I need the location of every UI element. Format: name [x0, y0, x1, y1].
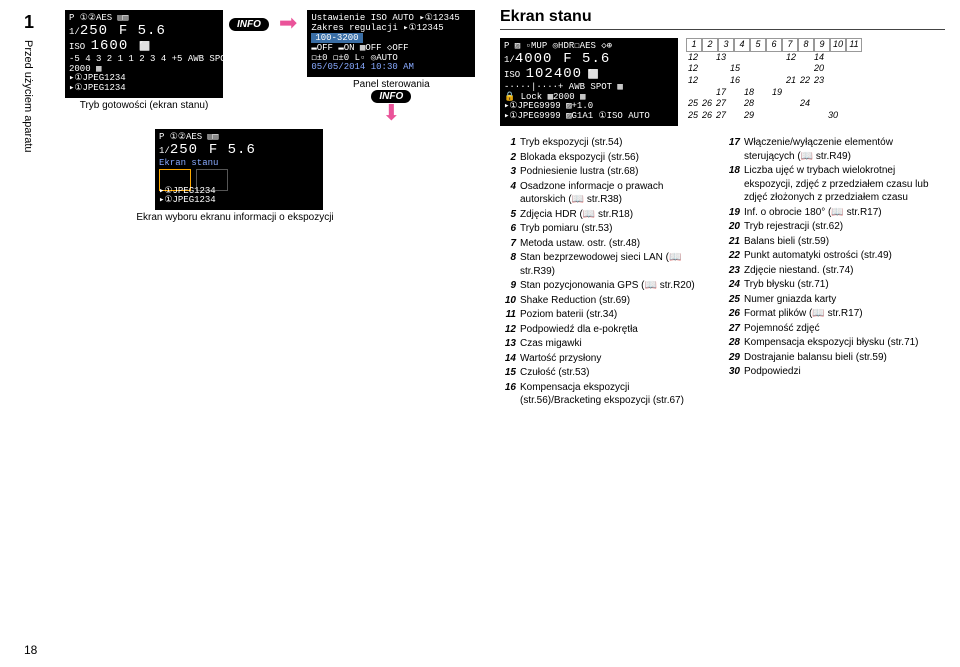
arrow-right-icon: ➡ — [279, 10, 297, 36]
legend-item: 9Stan pozycjonowania GPS (📖 str.R20) — [500, 279, 710, 293]
lcd4-pre: 1/ — [504, 55, 515, 65]
lcd1-aperture: F 5.6 — [119, 23, 166, 39]
lcd-standby: P ①②AES ▤▥ 1/250 F 5.6 ISO 1600 ⬜ -5 4 3… — [65, 10, 223, 111]
caption-standby: Tryb gotowości (ekran stanu) — [65, 100, 223, 111]
legend-item: 12Podpowiedź dla e-pokrętła — [500, 323, 710, 337]
legend-item: 18Liczba ujęć w trybach wielokrotnej eks… — [724, 164, 934, 205]
lcd4-shutter: 4000 — [515, 51, 553, 67]
legend-item: 11Poziom baterii (str.34) — [500, 308, 710, 322]
callout-number-grid: 1234567891011121312141215201216212223171… — [686, 38, 862, 122]
legend-item: 10Shake Reduction (str.69) — [500, 294, 710, 308]
legend-left-column: 1Tryb ekspozycji (str.54)2Blokada ekspoz… — [500, 136, 710, 409]
lcd-control-panel: Ustawienie ISO AUTO ▸①12345 Zakres regul… — [307, 10, 475, 123]
lcd1-iso: 1600 — [91, 38, 129, 54]
left-panel: P ①②AES ▤▥ 1/250 F 5.6 ISO 1600 ⬜ -5 4 3… — [65, 10, 465, 223]
legend-item: 2Blokada ekspozycji (str.56) — [500, 151, 710, 165]
lcd4-iso: 102400 — [526, 66, 582, 82]
page-number-bottom: 18 — [24, 643, 37, 657]
legend-item: 16Kompensacja ekspozycji (str.56)/Bracke… — [500, 381, 710, 408]
legend-item: 26Format plików (📖 str.R17) — [724, 307, 934, 321]
legend-item: 23Zdjęcie niestand. (str.74) — [724, 264, 934, 278]
lcd1-slot2: ▸①JPEG1234 — [69, 84, 219, 94]
right-panel: Ekran stanu P ▨ ▫MUP ◎HDR☐AES ◇⊕ 1/4000 … — [500, 8, 945, 409]
legend-item: 22Punkt automatyki ostrości (str.49) — [724, 249, 934, 263]
legend-item: 8Stan bezprzewodowej sieci LAN (📖 str.R3… — [500, 251, 710, 278]
lcd4-icon: ⬜ — [587, 70, 598, 80]
legend-item: 24Tryb błysku (str.71) — [724, 278, 934, 292]
status-screen-title: Ekran stanu — [500, 8, 945, 30]
side-tab-label: Przed użyciem aparatu — [18, 40, 34, 153]
legend-item: 28Kompensacja ekspozycji błysku (str.71) — [724, 336, 934, 350]
page-number-top: 1 — [24, 12, 34, 33]
legend-item: 4Osadzone informacje o prawach autorskic… — [500, 180, 710, 207]
legend-item: 29Dostrajanie balansu bieli (str.59) — [724, 351, 934, 365]
lcd1-iso-lbl: ISO — [69, 42, 85, 52]
lcd2-date: 05/05/2014 10:30 AM — [311, 63, 471, 73]
lcd3-pre: 1/ — [159, 146, 170, 156]
legend-item: 14Wartość przysłony — [500, 352, 710, 366]
legend-item: 6Tryb pomiaru (str.53) — [500, 222, 710, 236]
legend-item: 5Zdjęcia HDR (📖 str.R18) — [500, 208, 710, 222]
legend-item: 13Czas migawki — [500, 337, 710, 351]
legend-item: 17Włączenie/wyłączenie elementów sterują… — [724, 136, 934, 163]
lcd1-icon: ⬜ — [139, 42, 150, 52]
lcd3-ap: F 5.6 — [209, 142, 256, 158]
legend-item: 15Czułość (str.53) — [500, 366, 710, 380]
lcd-status: P ▨ ▫MUP ◎HDR☐AES ◇⊕ 1/4000 F 5.6 ISO 10… — [500, 38, 678, 126]
lcd1-shutter: 250 — [80, 23, 108, 39]
legend-item: 1Tryb ekspozycji (str.54) — [500, 136, 710, 150]
legend-item: 27Pojemność zdjęć — [724, 322, 934, 336]
lcd2-range: 100-3200 — [311, 33, 362, 43]
lcd3-slot2: ▸①JPEG1234 — [159, 196, 319, 206]
arrow-down-icon: ⬇ — [307, 100, 475, 126]
lcd3-shutter: 250 — [170, 142, 198, 158]
legend-item: 21Balans bieli (str.59) — [724, 235, 934, 249]
legend-item: 25Numer gniazda karty — [724, 293, 934, 307]
legend-item: 30Podpowiedzi — [724, 365, 934, 379]
lcd1-shutter-pre: 1/ — [69, 27, 80, 37]
legend-right-column: 17Włączenie/wyłączenie elementów sterują… — [724, 136, 934, 409]
legend-item: 20Tryb rejestracji (str.62) — [724, 220, 934, 234]
info-button-1[interactable]: INFO — [229, 18, 269, 31]
lcd4-s2: ▸①JPEG9999 ▨G1A1 ①ISO AUTO — [504, 112, 674, 122]
lcd3-title: Ekran stanu — [159, 159, 319, 169]
legend-item: 3Podniesienie lustra (str.68) — [500, 165, 710, 179]
caption-info-select: Ekran wyboru ekranu informacji o ekspozy… — [105, 212, 365, 223]
legend-item: 19Inf. o obrocie 180° (📖 str.R17) — [724, 206, 934, 220]
lcd4-ap: F 5.6 — [563, 51, 610, 67]
legend-item: 7Metoda ustaw. ostr. (str.48) — [500, 237, 710, 251]
lcd-info-select: P ①②AES ▤▥ 1/250 F 5.6 Ekran stanu ▸①JPE… — [155, 129, 323, 210]
lcd4-isolbl: ISO — [504, 70, 520, 80]
caption-control-panel: Panel sterowania — [307, 79, 475, 90]
